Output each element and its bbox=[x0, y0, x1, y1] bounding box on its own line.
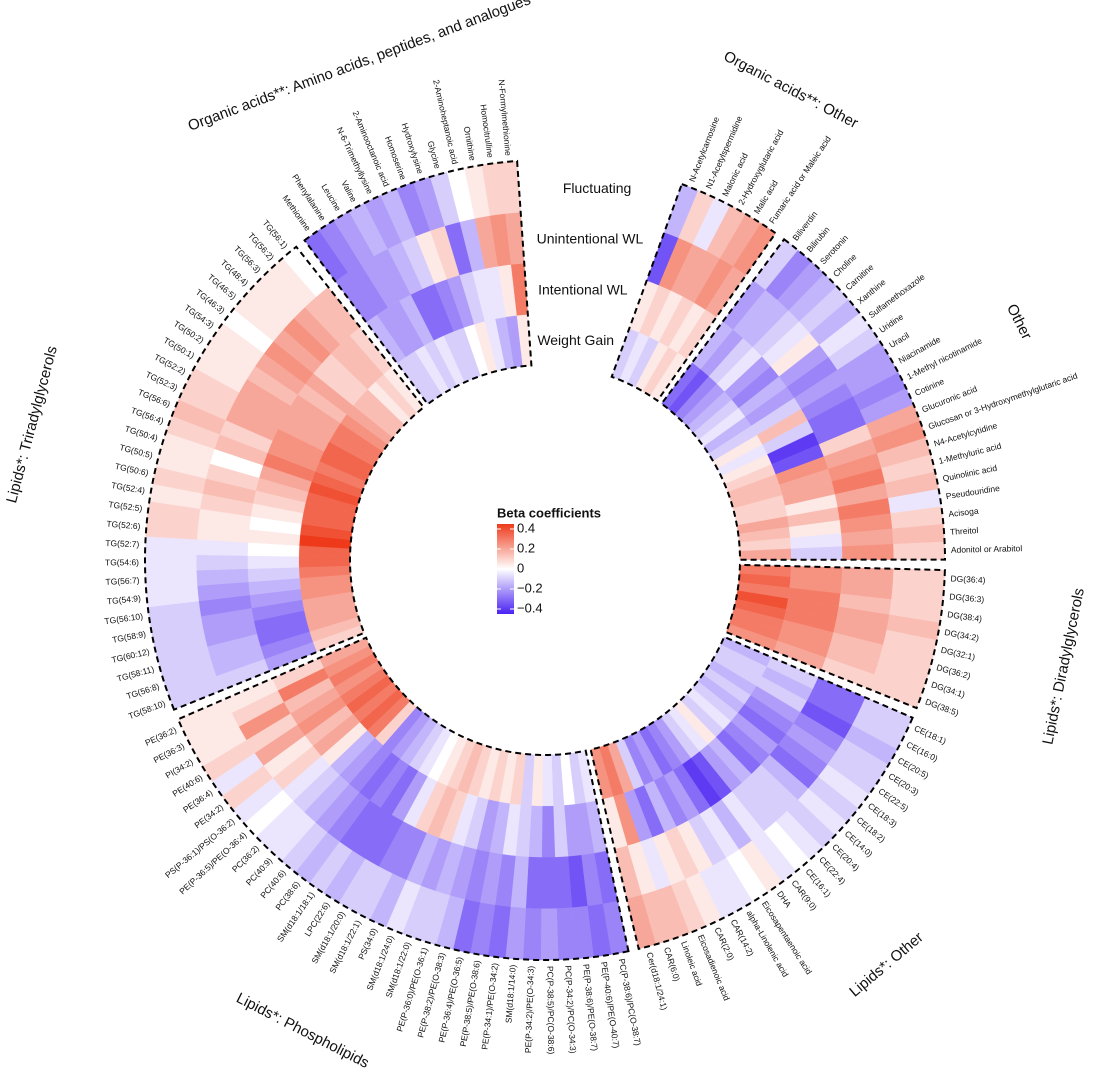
heatmap-cell bbox=[247, 555, 300, 569]
heatmap-cell bbox=[893, 541, 946, 560]
metabolite-label: TG(56:6) bbox=[137, 387, 172, 409]
group-outlines bbox=[144, 159, 947, 961]
legend-title: Beta coefficients bbox=[497, 505, 601, 520]
heatmap-cell bbox=[540, 857, 557, 909]
metabolite-label: PC(P-38:5)/PC(O-38:6) bbox=[545, 966, 556, 1055]
metabolite-label: TG(56:8) bbox=[125, 681, 161, 701]
metabolite-label: DG(36:3) bbox=[949, 591, 985, 604]
metabolite-label: DG(36:2) bbox=[935, 662, 972, 681]
metabolite-label: Pseudouridine bbox=[945, 483, 1001, 501]
metabolite-label: TG(56:4) bbox=[130, 405, 166, 426]
group-outline bbox=[660, 237, 947, 561]
metabolite-label: N-Formylmethionine bbox=[496, 79, 513, 156]
legend-tick-label: −0.2 bbox=[517, 580, 543, 595]
metabolite-label: Threitol bbox=[950, 525, 979, 537]
group-label: Lipids*: Triradylglycerols bbox=[3, 344, 61, 505]
group-label: Other bbox=[1003, 301, 1035, 342]
metabolite-label: TG(50:4) bbox=[124, 423, 160, 443]
group-outline bbox=[589, 635, 914, 951]
group-outline bbox=[724, 563, 946, 710]
metabolite-label: DG(34:2) bbox=[944, 627, 980, 643]
metabolite-label: DG(34:1) bbox=[930, 679, 966, 699]
metabolite-label: TG(52:5) bbox=[108, 499, 143, 513]
metabolite-label: TG(50:6) bbox=[114, 461, 150, 478]
heatmap-cell bbox=[790, 546, 843, 560]
metabolite-label: TG(56:7) bbox=[105, 575, 140, 587]
heatmap-cell bbox=[196, 554, 248, 571]
legend-tick-label: 0.4 bbox=[517, 520, 535, 535]
metabolite-label: TG(52:3) bbox=[144, 369, 179, 392]
metabolite-label: PE(P-34:2)/PE(O-34:3) bbox=[523, 965, 536, 1053]
heatmap-cell bbox=[144, 536, 198, 556]
metabolite-label: PE(P-34:1)/PE(O-34:2) bbox=[479, 962, 500, 1050]
metabolite-label: TG(54:9) bbox=[106, 593, 141, 606]
ring-label: Intentional WL bbox=[538, 281, 628, 297]
metabolite-label: TG(52:7) bbox=[105, 538, 140, 549]
metabolite-label: Quinolinic acid bbox=[942, 463, 998, 484]
metabolite-label: TG(60:12) bbox=[111, 646, 151, 665]
metabolite-label: 2-Aminooctanoic acid bbox=[351, 109, 392, 188]
heatmap-cell bbox=[298, 556, 351, 568]
legend-tick-label: 0.2 bbox=[517, 540, 535, 555]
heatmap-cell bbox=[177, 698, 232, 736]
metabolite-label: PC(P-38:6)/PC(O-38:7) bbox=[617, 958, 643, 1047]
metabolite-label: TG(56:10) bbox=[104, 611, 144, 626]
group-label: Lipids*: Other bbox=[846, 929, 926, 1001]
metabolite-label: PE(P-38:6)/PE(O-38:7) bbox=[581, 963, 600, 1051]
metabolite-label: TG(52:6) bbox=[106, 519, 141, 532]
metabolite-label: Ornithine bbox=[462, 126, 478, 162]
metabolite-label: Uracil bbox=[887, 330, 911, 350]
legend-colorbar bbox=[497, 524, 514, 614]
group-outline bbox=[144, 245, 426, 711]
metabolite-label: TG(50:5) bbox=[118, 442, 154, 460]
heatmap-cell bbox=[522, 908, 542, 961]
metabolite-label: Cotinine bbox=[913, 376, 946, 398]
metabolite-label: TG(58:10) bbox=[127, 698, 167, 721]
legend: Beta coefficients 0.4 0.2 0 −0.2 −0.4 bbox=[497, 505, 601, 615]
metabolite-label: TG(58:11) bbox=[116, 664, 156, 684]
ring-label: Weight Gain bbox=[537, 332, 614, 348]
metabolite-label: Homocitrulline bbox=[478, 104, 495, 159]
metabolite-label: CAR(6:0) bbox=[662, 946, 682, 983]
metabolite-label: DG(38:4) bbox=[947, 609, 983, 624]
group-label: Lipids*: Diradylglycerols bbox=[1039, 587, 1088, 746]
metabolite-label: DG(38:5) bbox=[924, 696, 960, 718]
heatmap-cell bbox=[144, 553, 197, 572]
metabolite-label: PE(P-38:5)/PE(O-38:6) bbox=[458, 959, 482, 1047]
metabolite-label: Acisoga bbox=[948, 506, 979, 519]
heatmap-cell bbox=[541, 805, 556, 858]
heatmap bbox=[144, 160, 946, 961]
metabolite-label: PC(P-34:2)/PC(O-34:3) bbox=[563, 965, 578, 1054]
legend-tick-label: 0 bbox=[517, 560, 524, 575]
group-outline bbox=[303, 159, 533, 406]
ring-label: Fluctuating bbox=[563, 180, 631, 196]
group-outline bbox=[176, 636, 630, 961]
metabolite-label: DHA bbox=[775, 889, 794, 910]
ring-label: Unintentional WL bbox=[537, 231, 644, 247]
metabolite-label: Uridine bbox=[877, 311, 905, 335]
metabolite-label: Valine bbox=[339, 179, 359, 204]
metabolite-label: DG(36:4) bbox=[950, 573, 986, 585]
metabolite-label: TG(52:4) bbox=[111, 480, 146, 496]
metabolite-label: CAR(2:0) bbox=[712, 926, 736, 962]
metabolite-label: TG(58:9) bbox=[111, 629, 146, 645]
metabolite-label: Glycine bbox=[426, 140, 443, 170]
metabolite-label: TG(54:6) bbox=[105, 557, 139, 567]
metabolite-label: PE(P-40:6)/PE(O-40:7) bbox=[599, 961, 621, 1049]
group-label: Lipids*: Phospholipids bbox=[233, 990, 371, 1072]
metabolite-label: Adonitol or Arabitol bbox=[951, 543, 1023, 555]
metabolite-label: SM(d18:1/14:0) bbox=[503, 964, 518, 1023]
group-outline bbox=[610, 182, 778, 403]
metabolite-label: PS(34:0) bbox=[356, 926, 379, 961]
legend-tick-label: −0.4 bbox=[517, 600, 543, 615]
heatmap-cell bbox=[841, 544, 894, 560]
metabolite-label: 1-Methyl nicotinamide bbox=[905, 335, 984, 381]
heatmap-cell bbox=[542, 754, 554, 807]
heatmap-cell bbox=[540, 908, 559, 961]
metabolite-label: DG(32:1) bbox=[940, 645, 976, 663]
